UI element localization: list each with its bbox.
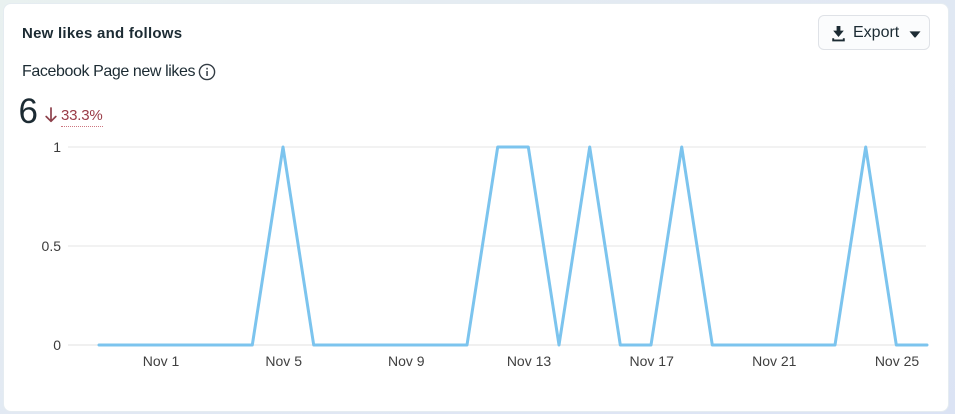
svg-text:Nov 1: Nov 1 [143, 353, 180, 369]
svg-text:Nov 13: Nov 13 [507, 353, 552, 369]
svg-text:0.5: 0.5 [42, 238, 62, 254]
svg-text:Nov 5: Nov 5 [265, 353, 302, 369]
svg-text:1: 1 [53, 139, 61, 155]
svg-text:Nov 17: Nov 17 [630, 353, 675, 369]
svg-text:Nov 9: Nov 9 [388, 353, 425, 369]
svg-text:Nov 25: Nov 25 [875, 353, 920, 369]
svg-text:Nov 21: Nov 21 [752, 353, 797, 369]
svg-text:0: 0 [53, 337, 61, 353]
